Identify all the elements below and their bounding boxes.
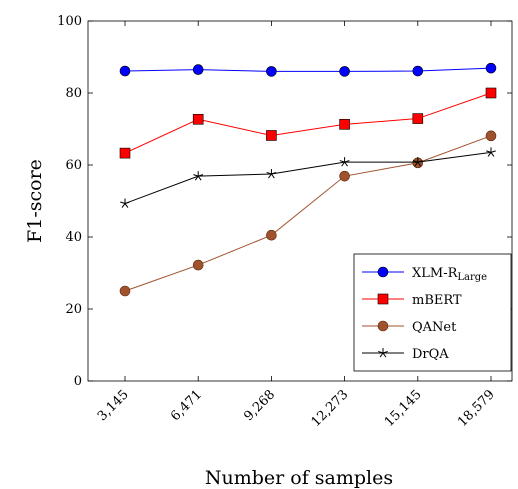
y-tick-label: 80 xyxy=(65,86,82,101)
data-point xyxy=(119,147,131,159)
data-point xyxy=(119,285,131,297)
legend-label: QANet xyxy=(412,320,457,335)
series-layer xyxy=(119,62,497,297)
data-point xyxy=(412,65,424,77)
data-point xyxy=(485,62,497,74)
data-point xyxy=(339,157,350,167)
legend-entry: QANet xyxy=(362,320,457,335)
data-point xyxy=(119,65,131,77)
data-point xyxy=(266,130,277,141)
data-point xyxy=(339,119,350,130)
data-point xyxy=(120,198,130,208)
x-tick-label: 15,145 xyxy=(382,387,425,430)
x-tick-label: 12,273 xyxy=(309,387,352,430)
series-line xyxy=(124,151,492,204)
series-line xyxy=(124,92,492,154)
data-point xyxy=(485,87,497,99)
legend-entry: XLM-RLarge xyxy=(362,266,487,283)
legend-entry: DrQA xyxy=(362,347,449,362)
x-tick-label: 9,268 xyxy=(241,387,278,424)
series-line xyxy=(124,135,492,292)
series-mbert xyxy=(119,87,497,159)
data-point xyxy=(193,171,204,181)
series-xlm-r xyxy=(119,62,497,77)
x-axis-title: Number of samples xyxy=(205,467,393,489)
data-point xyxy=(485,130,497,142)
x-tick-label: 6,471 xyxy=(168,387,205,424)
data-point xyxy=(377,320,389,332)
data-point xyxy=(486,147,496,157)
data-point xyxy=(192,259,204,271)
data-point xyxy=(339,66,350,77)
x-tick-label: 3,145 xyxy=(95,387,132,424)
series-drqa xyxy=(120,147,496,208)
series-qanet xyxy=(119,130,497,297)
legend-label: XLM-RLarge xyxy=(412,266,487,283)
data-point xyxy=(378,348,388,358)
series-line xyxy=(124,67,492,72)
legend-entry: mBERT xyxy=(362,293,462,308)
data-point xyxy=(377,293,389,305)
data-point xyxy=(412,157,423,167)
y-tick-label: 20 xyxy=(65,302,82,317)
data-point xyxy=(266,169,277,179)
data-point xyxy=(266,229,277,241)
legend-label: mBERT xyxy=(412,293,462,308)
data-point xyxy=(266,66,277,77)
y-axis-title: F1-score xyxy=(24,159,46,243)
data-point xyxy=(192,64,204,75)
y-tick-label: 60 xyxy=(65,158,82,173)
y-tick-label: 100 xyxy=(57,14,82,29)
data-point xyxy=(377,266,389,278)
data-point xyxy=(339,170,350,182)
x-tick-label: 18,579 xyxy=(455,387,498,430)
legend-label: DrQA xyxy=(412,347,449,362)
y-tick-label: 40 xyxy=(65,230,82,245)
data-point xyxy=(412,113,424,124)
plot-frame xyxy=(87,20,513,382)
chart-legend: XLM-RLarge mBERT QANet DrQA xyxy=(353,253,512,372)
y-tick-label: 0 xyxy=(74,374,82,389)
data-point xyxy=(192,113,204,125)
